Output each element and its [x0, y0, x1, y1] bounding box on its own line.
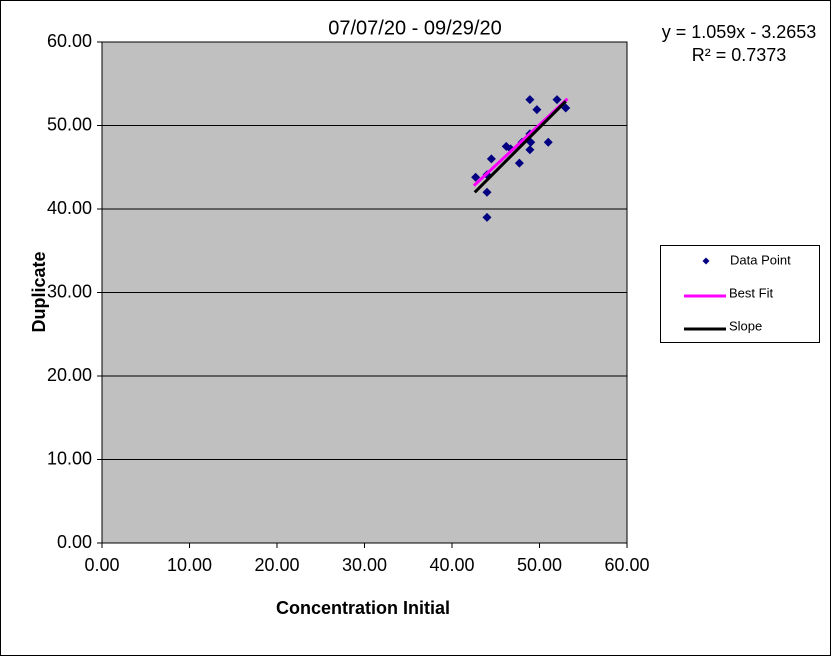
y-axis-label: Duplicate: [29, 251, 49, 332]
data-point: [552, 95, 562, 105]
data-point: [482, 212, 492, 222]
x-tick-label: 10.00: [167, 555, 212, 575]
x-tick-label: 50.00: [517, 555, 562, 575]
data-point: [486, 154, 496, 164]
y-tick-label: 50.00: [47, 114, 92, 134]
y-tick-label: 40.00: [47, 198, 92, 218]
fit-line: [473, 100, 567, 194]
r-squared: R² = 0.7373: [692, 45, 787, 65]
data-point: [543, 137, 553, 147]
data-point: [525, 145, 535, 155]
x-tick-label: 40.00: [429, 555, 474, 575]
y-tick-label: 30.00: [47, 281, 92, 301]
data-point: [514, 158, 524, 168]
y-tick-label: 10.00: [47, 448, 92, 468]
x-tick-label: 20.00: [254, 555, 299, 575]
data-point: [525, 95, 535, 105]
x-tick-label: 0.00: [84, 555, 119, 575]
equation: y = 1.059x - 3.2653: [662, 22, 817, 42]
legend-label: Data Point: [730, 252, 791, 267]
data-point: [561, 103, 571, 113]
legend: [660, 245, 820, 343]
y-tick-label: 0.00: [57, 532, 92, 552]
y-tick-label: 60.00: [47, 31, 92, 51]
chart-title: 07/07/20 - 09/29/20: [328, 17, 501, 39]
data-point: [471, 172, 481, 182]
data-point: [482, 187, 492, 197]
x-tick-label: 60.00: [604, 555, 649, 575]
y-tick-label: 20.00: [47, 365, 92, 385]
legend-label: Best Fit: [729, 285, 773, 300]
x-axis-label: Concentration Initial: [276, 598, 450, 618]
x-tick-label: 30.00: [342, 555, 387, 575]
data-point: [532, 105, 542, 115]
legend-swatch: [702, 257, 710, 265]
legend-label: Slope: [729, 318, 762, 333]
